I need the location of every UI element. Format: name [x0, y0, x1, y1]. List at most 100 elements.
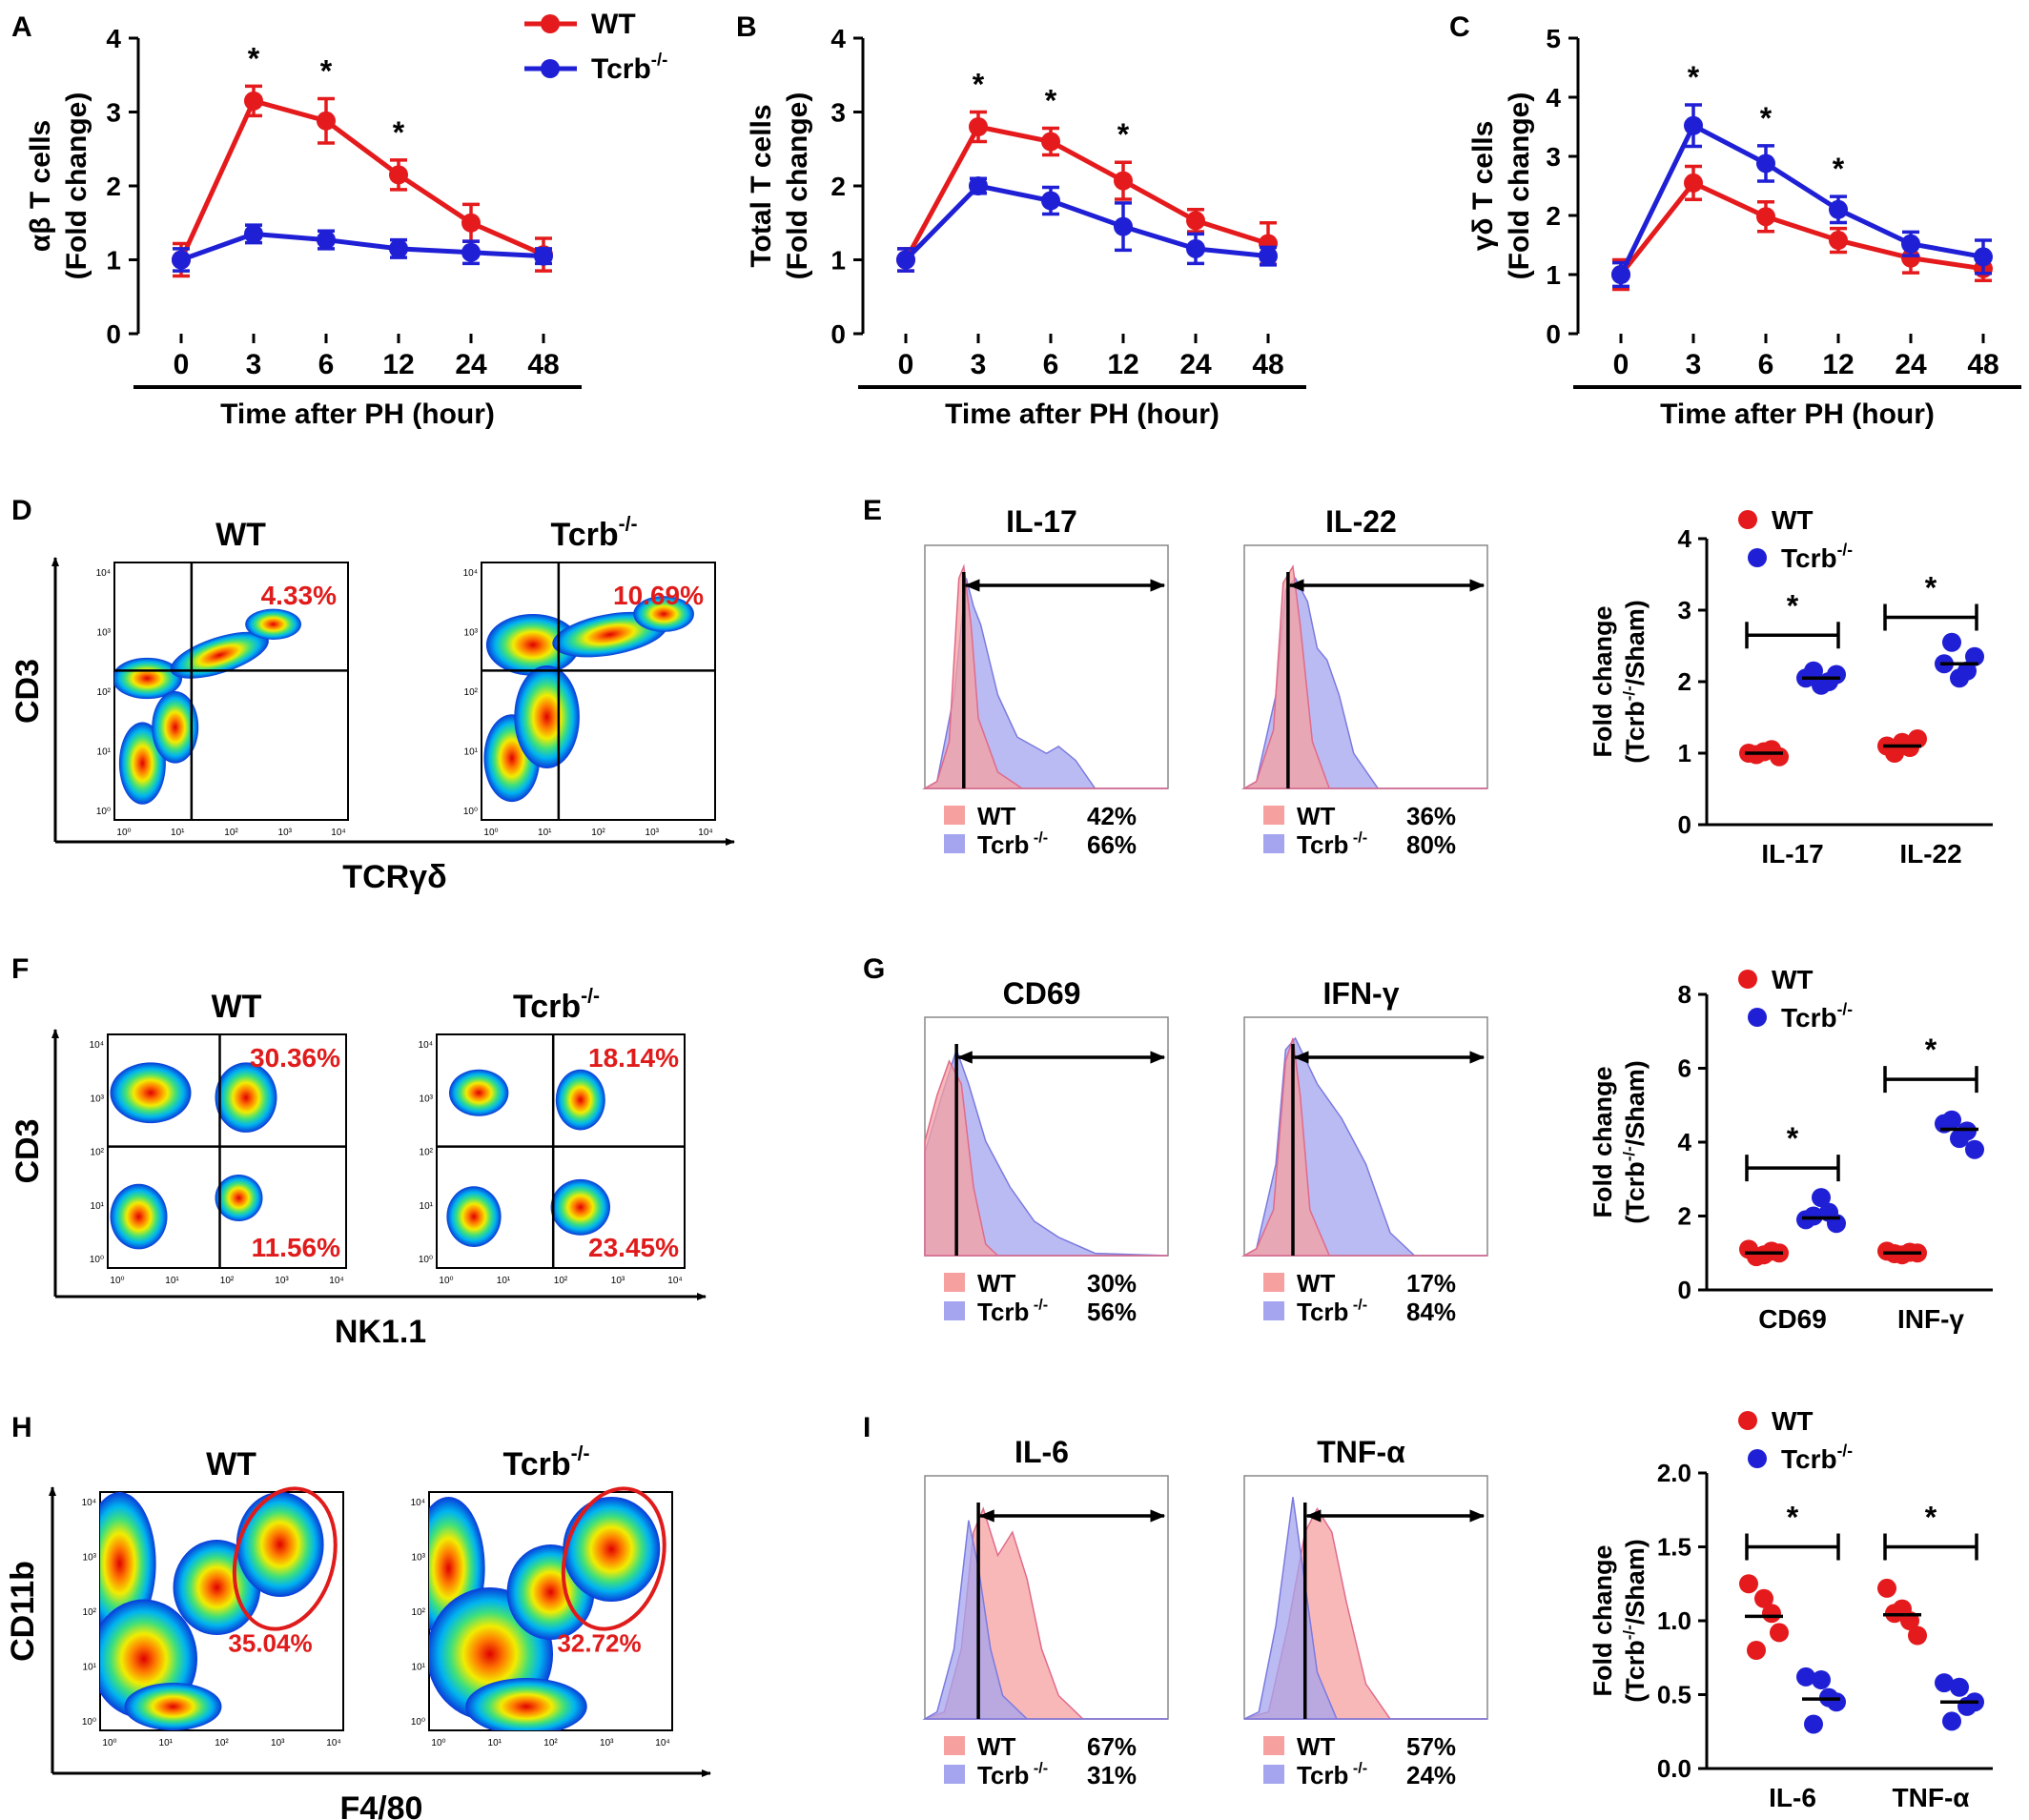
flow-y-tick: 10⁴ — [463, 568, 478, 579]
y-tick-label: 2 — [106, 172, 121, 201]
legend-swatch-tcrb — [944, 1765, 965, 1784]
flow-x-tick: 10⁴ — [698, 828, 712, 838]
y-tick-label: 1 — [1678, 739, 1691, 767]
flow-y-tick: 10¹ — [464, 747, 479, 758]
histogram-1: IL-17 WT 42% Tcrb -/- 66% — [922, 504, 1169, 859]
flow-x-tick: 10² — [224, 828, 238, 838]
histogram-2: IL-22 WT 36% Tcrb -/- 80% — [1241, 504, 1488, 859]
data-point — [1684, 173, 1703, 193]
density-blobs — [100, 1492, 324, 1730]
dot-tcrb — [1957, 1121, 1977, 1141]
histogram-title: IL-6 — [1014, 1435, 1069, 1469]
flow-x-tick: 10⁴ — [331, 828, 345, 838]
significance-star: * — [248, 41, 260, 75]
series-line — [903, 124, 1269, 261]
y-axis-label-2-b: /Sham) — [1621, 600, 1650, 685]
legend-label-wt: WT — [1297, 1269, 1336, 1298]
panel-label-b: B — [736, 11, 757, 43]
plot-title-sup: -/- — [581, 986, 600, 1008]
flow-y-tick: 10² — [412, 1607, 426, 1618]
flow-y-tick: 10⁰ — [463, 807, 478, 817]
y-tick-label: 0 — [106, 319, 121, 349]
dot-tcrb — [1957, 1696, 1977, 1716]
legend-label-wt: WT — [977, 1732, 1016, 1761]
plot-title-base: Tcrb — [551, 517, 619, 553]
y-axis-label: Fold change — [1588, 605, 1617, 757]
legend-label-tcrb: Tcrb-/- — [591, 50, 667, 86]
legend-label-tcrb-sup: -/- — [1837, 540, 1854, 559]
percentage-wt: 30% — [1087, 1269, 1137, 1298]
density-blob — [236, 1492, 324, 1597]
y-tick-label: 2 — [1546, 201, 1561, 231]
flow-y-tick: 10³ — [412, 1553, 426, 1564]
flow-x-tick: 10² — [215, 1738, 229, 1748]
flow-x-tick: 10⁰ — [116, 828, 131, 838]
category-group: CD69 * — [1739, 1121, 1846, 1334]
legend-swatch-tcrb — [944, 834, 965, 853]
histogram-title: CD69 — [1003, 976, 1081, 1011]
dot-legend: WT Tcrb-/- — [1738, 1406, 1853, 1474]
flow-y-tick: 10² — [420, 1148, 434, 1158]
y-tick-label: 6 — [1678, 1054, 1691, 1083]
dot-tcrb — [1812, 1188, 1831, 1208]
x-tick-label: 12 — [1822, 349, 1854, 380]
data-point — [969, 176, 988, 195]
flow-y-tick: 10² — [464, 687, 479, 698]
significance-star: * — [1045, 84, 1057, 118]
legend-label-tcrb: Tcrb-/- — [1781, 999, 1853, 1033]
legend-label-tcrb-base: Tcrb — [1297, 830, 1348, 859]
series-line — [180, 231, 544, 262]
flow-x-tick: 10³ — [275, 1276, 289, 1286]
y-tick-label: 1 — [1546, 260, 1561, 290]
panel-label-d: D — [11, 495, 32, 526]
density-plot-tcrb: Tcrb-/- 10⁰ 10⁰ 10¹ 10¹ 10² 10² 10³ 10³ 10⁴ 10⁴ 32.… — [411, 1443, 673, 1748]
data-point — [896, 250, 915, 270]
dot-tcrb — [1942, 1110, 1961, 1130]
percentage-label: 35.04% — [228, 1629, 312, 1658]
flow-x-tick: 10⁴ — [667, 1276, 682, 1286]
plot-title-sup: -/- — [571, 1443, 590, 1465]
y-axis-label-2-a: (Tcrb — [1621, 701, 1650, 764]
data-point — [461, 213, 481, 233]
data-point — [389, 165, 408, 185]
legend-marker-wt — [541, 14, 560, 33]
flow-x-tick: 10³ — [611, 1276, 625, 1286]
histogram-title: IFN-γ — [1323, 976, 1400, 1011]
flow-y-tick: 10³ — [91, 1094, 105, 1104]
y-tick-label: 2 — [1678, 667, 1691, 696]
percentage-tcrb: 80% — [1406, 830, 1456, 859]
plot-title: WT — [212, 989, 262, 1025]
y-tick-label: 1.5 — [1657, 1533, 1691, 1562]
series-tcrb — [896, 176, 1278, 273]
gate-circle — [561, 1486, 666, 1631]
data-point — [1756, 153, 1775, 174]
flow-y-tick: 10⁴ — [90, 1040, 104, 1051]
density-blob — [245, 608, 301, 640]
y-tick-label: 1 — [106, 246, 121, 276]
dot-tcrb — [1942, 1711, 1961, 1731]
legend-label-tcrb-sup: -/- — [1348, 1296, 1367, 1313]
y-axis-label: Fold change — [1588, 1544, 1617, 1696]
category-group: TNF-α * — [1877, 1501, 1984, 1812]
flow-panel-h: F4/80 CD11b WT 10⁰ 10⁰ 10¹ 10¹ 10² 10² 10³ 10³ 10⁴ 1… — [5, 1443, 711, 1820]
dot-tcrb — [1804, 1714, 1823, 1734]
legend-dot-wt — [1738, 1411, 1757, 1430]
legend-swatch-tcrb — [944, 1301, 965, 1320]
y-tick-label: 0 — [830, 319, 846, 349]
y-tick-label: 0.5 — [1657, 1681, 1691, 1709]
density-blob — [215, 1062, 277, 1133]
y-axis-label-2: (Fold change) — [782, 92, 813, 280]
y-tick-label: 0 — [1546, 319, 1561, 349]
gate-circle — [232, 1486, 338, 1631]
flow-x-tick: 10² — [543, 1738, 558, 1748]
legend-swatch-wt — [944, 1273, 965, 1292]
density-blob — [173, 1540, 261, 1635]
flow-y-tick: 10⁴ — [419, 1040, 433, 1051]
panel-label-h: H — [11, 1412, 32, 1443]
y-tick-label: 3 — [1678, 596, 1691, 624]
flow-x-tick: 10¹ — [497, 1276, 511, 1286]
plot-title-base: Tcrb — [513, 989, 581, 1025]
histogram-wt — [1241, 1037, 1487, 1257]
